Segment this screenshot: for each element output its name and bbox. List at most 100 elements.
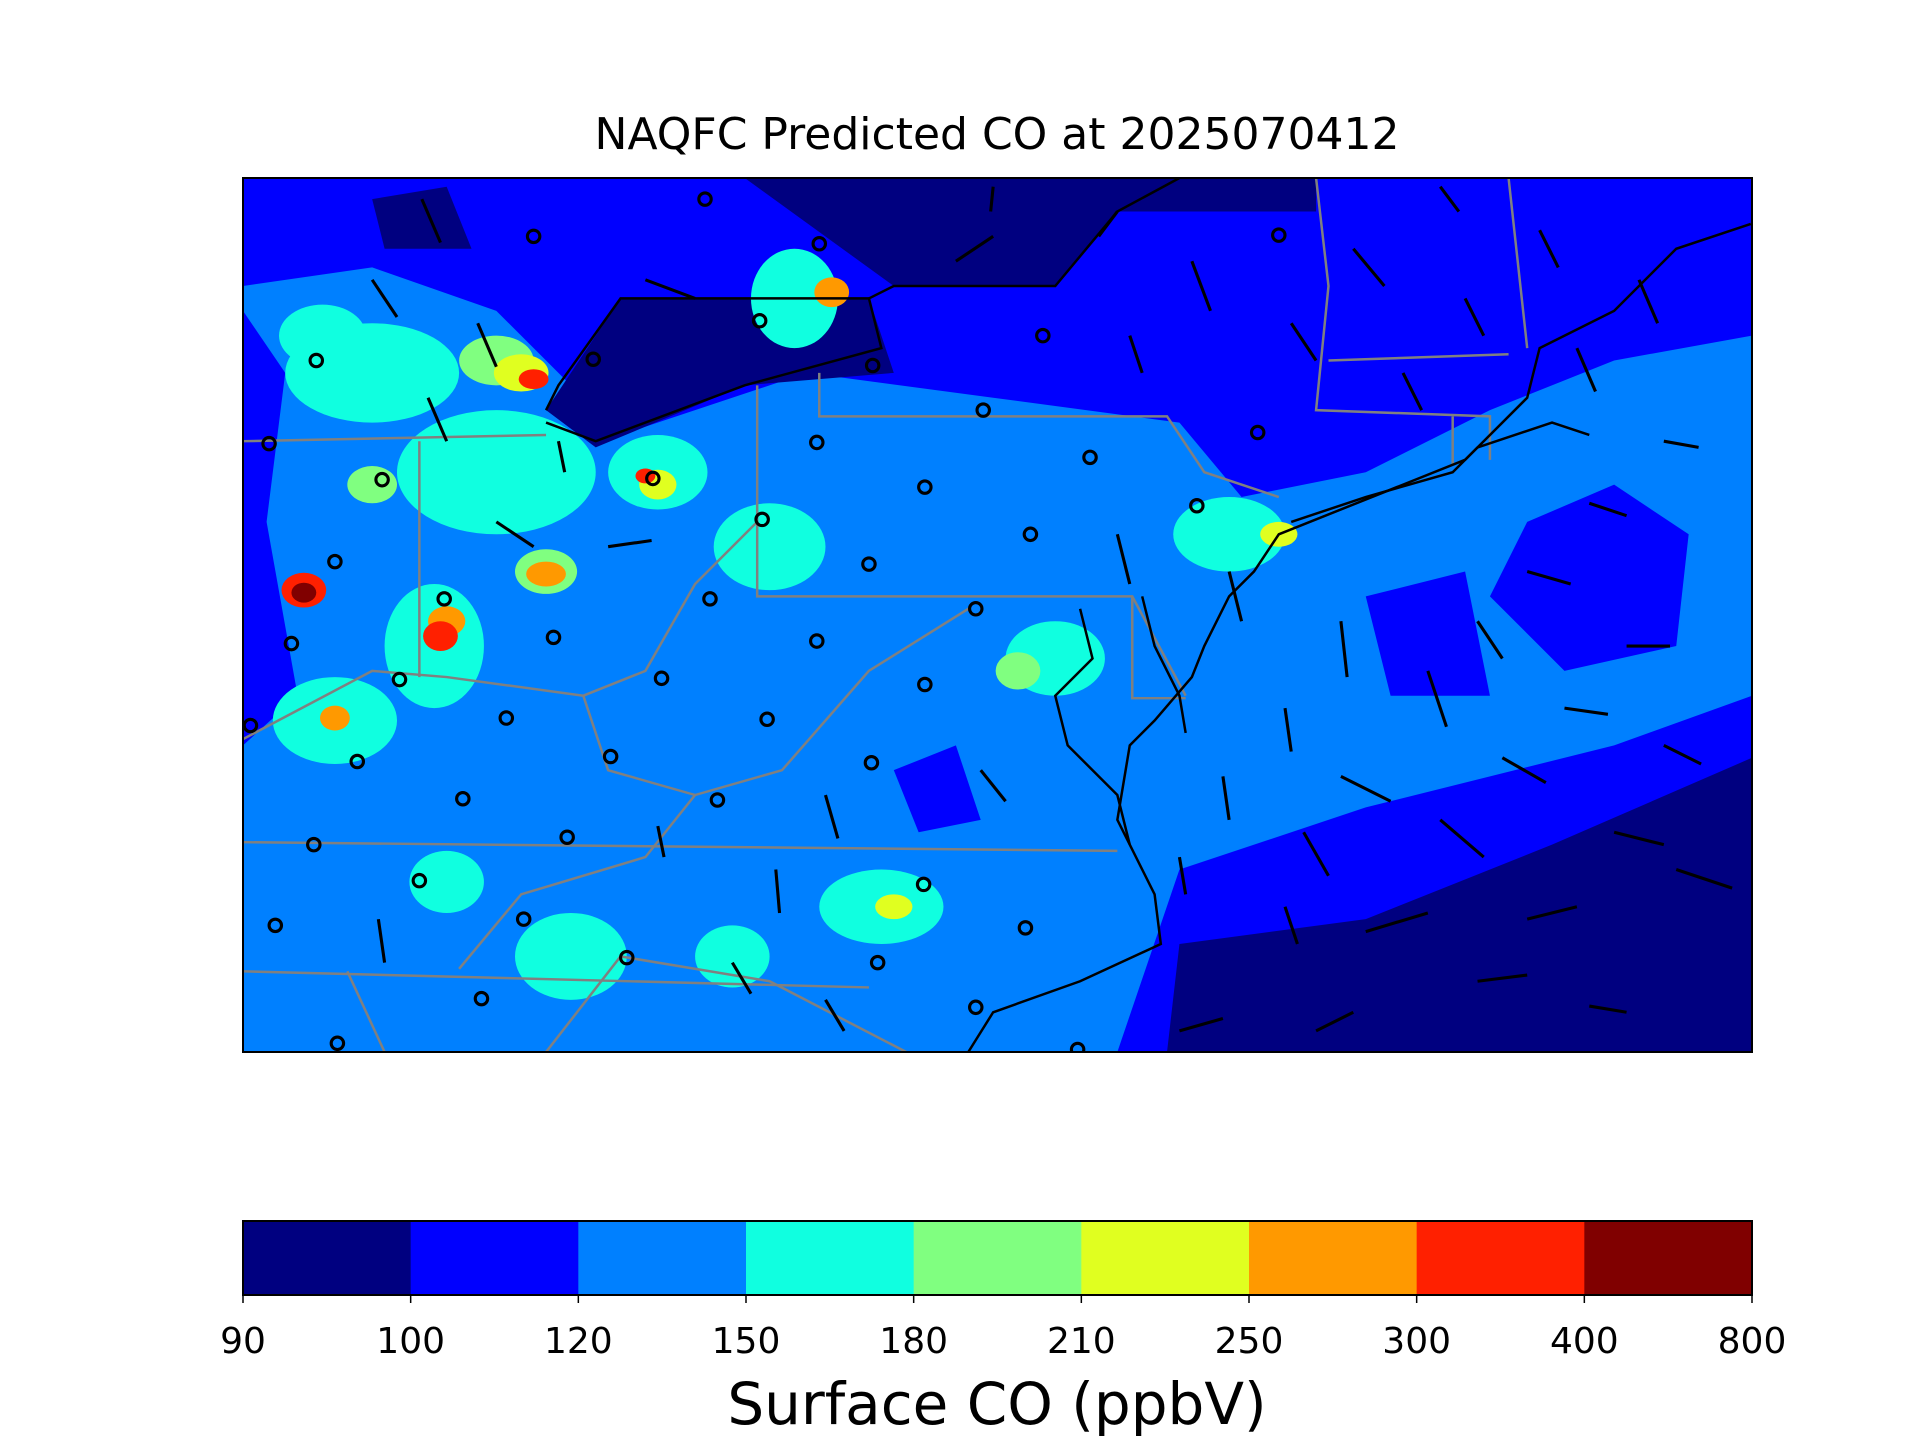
wind-barb [1675, 868, 1733, 890]
state-border [1314, 178, 1492, 460]
monitor-site [1271, 227, 1287, 243]
wind-barb [644, 278, 696, 300]
wind-barb [823, 794, 840, 839]
colorbar-tick-label: 120 [544, 1321, 613, 1362]
field-blob [995, 652, 1041, 690]
monitor-site [968, 999, 984, 1016]
field-blob [514, 912, 627, 1000]
monitor-site [645, 470, 661, 487]
colorbar-segment [1081, 1221, 1250, 1295]
field-blob [409, 850, 484, 913]
field-blob [291, 582, 317, 603]
monitor-site [702, 591, 718, 607]
monitor-site [283, 635, 300, 652]
monitor-site [545, 629, 562, 646]
wind-barb [1501, 756, 1547, 784]
monitor-site [1035, 327, 1051, 344]
monitor-site [864, 357, 881, 374]
colorbar-segment [913, 1221, 1082, 1295]
wind-barb [1663, 743, 1702, 766]
map [243, 178, 1752, 1052]
wind-barb [1538, 229, 1560, 269]
wind-barb [1289, 322, 1318, 362]
monitor-site [1069, 1041, 1086, 1052]
monitor-site [349, 753, 366, 770]
monitor-site [515, 911, 532, 927]
state-border [243, 433, 547, 443]
monitor-site [308, 352, 325, 369]
wind-barb [1401, 372, 1424, 411]
colorbar-segment [1249, 1221, 1418, 1295]
monitor-site [267, 917, 284, 934]
monitor-site [863, 754, 880, 771]
monitor-site [917, 479, 933, 495]
wind-barb [1365, 911, 1429, 934]
monitor-site [1189, 497, 1205, 514]
field-blob [423, 621, 458, 652]
wind-barb [1589, 1004, 1627, 1014]
colorbar-segment [746, 1221, 915, 1295]
coastline [967, 222, 1752, 1052]
wind-barb [376, 918, 387, 963]
monitor-site [391, 671, 408, 688]
colorbar-tick-label: 210 [1047, 1321, 1116, 1362]
monitor-site [525, 228, 542, 245]
wind-barb [1663, 439, 1699, 449]
wind-barb [370, 278, 399, 318]
field-blob [279, 304, 366, 367]
colorbar-tick-label: 800 [1718, 1321, 1787, 1362]
monitor-site [1022, 526, 1039, 543]
monitor-site [809, 633, 825, 649]
field-region [243, 310, 298, 746]
coastline [544, 297, 883, 443]
monitor-site [754, 511, 770, 528]
wind-barb [1128, 335, 1144, 374]
wind-barb [989, 186, 995, 212]
state-border [458, 794, 697, 970]
state-border [818, 372, 1280, 499]
wind-barb [420, 198, 442, 244]
wind-barb [1613, 830, 1665, 847]
wind-barb [774, 869, 782, 914]
state-border [755, 385, 1187, 697]
wind-barb [1526, 905, 1578, 921]
field-blob [526, 561, 566, 587]
monitor-site [602, 748, 619, 765]
wind-barb [607, 538, 652, 549]
state-border [243, 840, 1118, 853]
wind-barb [556, 440, 567, 473]
monitor-site [306, 836, 322, 853]
state-border [1131, 596, 1186, 700]
wind-barb [1526, 570, 1572, 586]
wind-barb [1476, 620, 1504, 660]
coastline [1290, 421, 1590, 524]
wind-barb [476, 322, 498, 368]
wind-barb [1283, 707, 1293, 752]
field-blob [320, 705, 350, 731]
coastline [1053, 608, 1131, 845]
colorbar-segment [1416, 1221, 1585, 1295]
state-border [1328, 353, 1509, 362]
wind-barb [979, 769, 1007, 803]
field-region [310, 178, 1317, 287]
state-border [1507, 178, 1529, 349]
field-blob [875, 894, 913, 920]
state-border [243, 521, 759, 741]
field-blob [1173, 497, 1286, 572]
colorbar: 90 100 120 150 180 210 250 300 400 800 [220, 1220, 1787, 1362]
wind-barb [1190, 260, 1212, 312]
monitor-site [869, 954, 886, 971]
monitor-site [411, 872, 428, 889]
wind-barb [1588, 501, 1628, 518]
wind-barb [426, 397, 449, 442]
wind-barb [1477, 973, 1528, 983]
monitor-site [968, 601, 984, 617]
wind-barb [1302, 831, 1330, 877]
coastline [868, 178, 1181, 300]
monitor-site [559, 829, 575, 845]
field-blob [347, 466, 398, 504]
state-border [545, 955, 907, 1052]
colorbar-segment [243, 1221, 412, 1295]
monitor-site [455, 790, 471, 807]
wind-barb [1637, 279, 1660, 324]
